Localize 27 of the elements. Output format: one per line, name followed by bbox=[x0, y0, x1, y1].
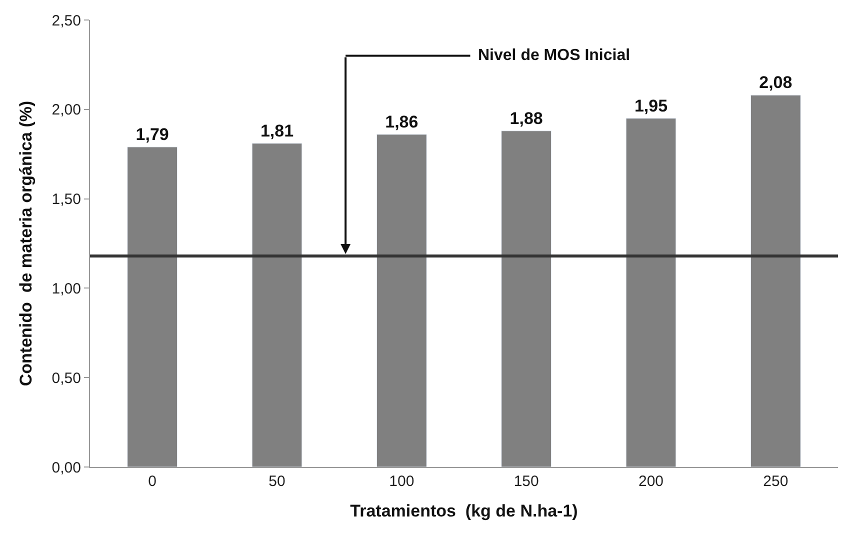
bar bbox=[376, 134, 427, 467]
bar bbox=[501, 130, 552, 467]
x-tick-label: 100 bbox=[389, 473, 414, 490]
x-tick-label: 200 bbox=[638, 473, 664, 490]
y-tick-label: 1,00 bbox=[52, 280, 81, 298]
x-tick-label: 0 bbox=[148, 473, 156, 490]
data-label: 1,86 bbox=[385, 112, 418, 132]
bar bbox=[626, 118, 676, 467]
x-tick-label: 50 bbox=[268, 473, 286, 490]
bar bbox=[252, 143, 302, 467]
bar bbox=[127, 146, 178, 467]
data-label: 2,08 bbox=[759, 73, 792, 92]
y-tick-label: 2,50 bbox=[52, 12, 81, 30]
data-label: 1,79 bbox=[136, 124, 169, 144]
ref-line-label: Nivel de MOS Inicial bbox=[478, 47, 630, 64]
y-axis-title: Contenido de materia orgánica (%) bbox=[16, 100, 36, 386]
x-axis-title: Tratamientos (kg de N.ha-1) bbox=[350, 501, 578, 520]
x-tick-label: 150 bbox=[514, 473, 539, 490]
data-label: 1,95 bbox=[634, 96, 668, 116]
y-tick-label: 0,00 bbox=[52, 459, 81, 476]
y-tick-label: 2,00 bbox=[52, 102, 81, 119]
data-label: 1,88 bbox=[510, 108, 543, 128]
data-label: 1,81 bbox=[260, 121, 294, 140]
y-tick-label: 0,50 bbox=[52, 370, 81, 387]
x-tick-label: 250 bbox=[763, 473, 788, 490]
y-tick-label: 1,50 bbox=[52, 191, 81, 208]
bar bbox=[750, 94, 801, 467]
